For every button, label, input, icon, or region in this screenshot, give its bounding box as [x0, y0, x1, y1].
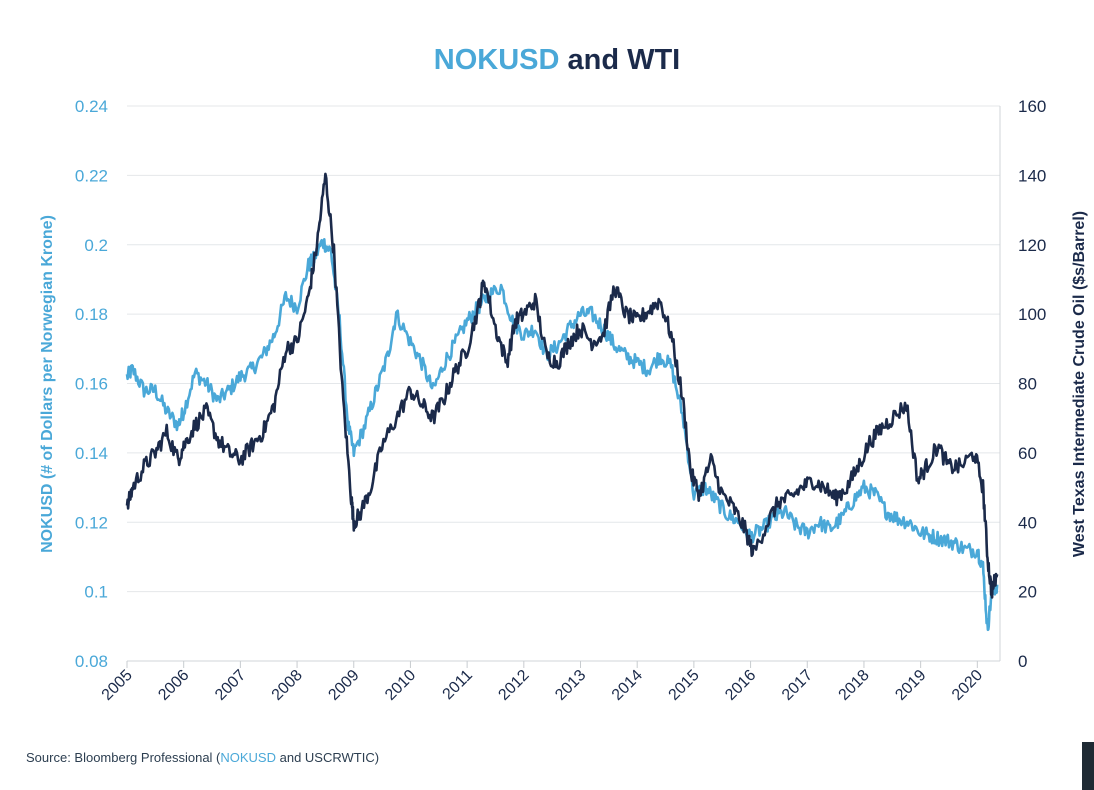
chart-title-wti: and WTI: [559, 44, 680, 76]
y-tick-left: 0.22: [75, 166, 108, 185]
series-line-nokusd: [125, 238, 999, 632]
y-axis-label-right: West Texas Intermediate Crude Oil ($s/Ba…: [1071, 211, 1088, 557]
y-tick-right: 140: [1018, 166, 1046, 185]
source-suffix: and USCRWTIC): [276, 750, 380, 765]
source-nokusd: NOKUSD: [220, 750, 276, 765]
x-tick-label: 2014: [609, 667, 646, 704]
y-tick-right: 100: [1018, 305, 1046, 324]
y-tick-right: 60: [1018, 444, 1037, 463]
corner-overlay: [1082, 742, 1094, 790]
y-tick-left: 0.08: [75, 652, 108, 671]
x-tick-label: 2019: [892, 667, 929, 704]
x-tick-label: 2018: [836, 667, 873, 704]
y-tick-right: 0: [1018, 652, 1027, 671]
x-tick-label: 2016: [722, 667, 759, 704]
y-tick-left: 0.1: [84, 583, 108, 602]
y-tick-left: 0.24: [75, 97, 108, 116]
x-tick-label: 2006: [155, 667, 192, 704]
y-tick-left: 0.2: [84, 236, 108, 255]
x-tick-label: 2011: [440, 667, 476, 703]
chart-title-nokusd: NOKUSD: [434, 44, 560, 76]
series-line-wti: [125, 172, 999, 599]
x-tick-label: 2015: [666, 667, 703, 704]
x-tick-label: 2010: [382, 667, 419, 704]
y-tick-right: 80: [1018, 375, 1037, 394]
y-tick-left: 0.12: [75, 513, 108, 532]
source-note: Source: Bloomberg Professional (NOKUSD a…: [26, 750, 379, 765]
y-tick-right: 20: [1018, 583, 1037, 602]
chart-title: NOKUSD and WTI: [434, 44, 681, 76]
x-tick-label: 2017: [779, 667, 816, 704]
x-tick-label: 2020: [949, 667, 986, 704]
y-tick-left: 0.16: [75, 375, 108, 394]
source-prefix: Source: Bloomberg Professional (: [26, 750, 221, 765]
y-tick-left: 0.14: [75, 444, 108, 463]
y-tick-right: 160: [1018, 97, 1046, 116]
y-axis-label-left: NOKUSD (# of Dollars per Norwegian Krone…: [39, 215, 56, 553]
x-tick-label: 2008: [269, 667, 306, 704]
x-tick-label: 2007: [212, 667, 249, 704]
x-tick-label: 2009: [325, 667, 362, 704]
x-tick-label: 2013: [552, 667, 589, 704]
y-tick-right: 120: [1018, 236, 1046, 255]
series-lines: [125, 172, 999, 632]
y-tick-left: 0.18: [75, 305, 108, 324]
x-tick-label: 2005: [99, 667, 136, 704]
axes: [126, 106, 1001, 668]
y-tick-right: 40: [1018, 513, 1037, 532]
x-tick-label: 2012: [495, 667, 532, 704]
grid-lines: [127, 105, 1000, 593]
